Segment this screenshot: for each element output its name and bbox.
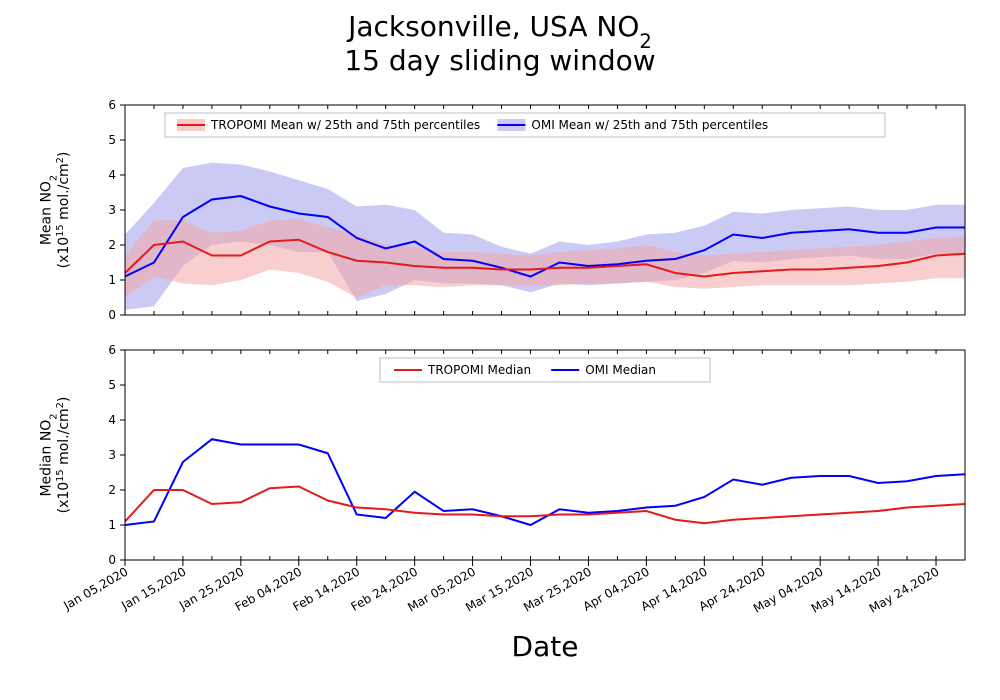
top-legend: TROPOMI Mean w/ 25th and 75th percentile… [165, 113, 885, 137]
x-tick-label: Jan 15,2020 [118, 564, 188, 613]
svg-text:TROPOMI Median: TROPOMI Median [427, 363, 531, 377]
svg-text:2: 2 [108, 483, 116, 497]
svg-text:TROPOMI Mean w/ 25th and 75th: TROPOMI Mean w/ 25th and 75th percentile… [210, 118, 480, 132]
top-panel [125, 163, 965, 310]
x-axis-label: Date [512, 630, 579, 663]
chart-svg: Jacksonville, USA NO215 day sliding wind… [0, 0, 1000, 700]
x-tick-label: Jan 05,2020 [60, 564, 130, 613]
top-ylabel: Mean NO2(x1015 mol./cm2) [38, 152, 72, 269]
svg-text:3: 3 [108, 203, 116, 217]
svg-text:0: 0 [108, 308, 116, 322]
svg-text:1: 1 [108, 518, 116, 532]
svg-text:2: 2 [108, 238, 116, 252]
svg-text:1: 1 [108, 273, 116, 287]
bottom-ylabel: Median NO2(x1015 mol./cm2) [38, 397, 72, 514]
svg-text:6: 6 [108, 98, 116, 112]
svg-text:6: 6 [108, 343, 116, 357]
bottom-panel [125, 439, 965, 525]
svg-text:OMI Median: OMI Median [585, 363, 656, 377]
svg-text:0: 0 [108, 553, 116, 567]
svg-text:3: 3 [108, 448, 116, 462]
svg-text:4: 4 [108, 168, 116, 182]
svg-text:5: 5 [108, 378, 116, 392]
svg-text:5: 5 [108, 133, 116, 147]
svg-text:OMI Mean w/ 25th and 75th perc: OMI Mean w/ 25th and 75th percentiles [531, 118, 768, 132]
chart-title-line2: 15 day sliding window [344, 44, 655, 77]
omi-median-line [125, 439, 965, 525]
svg-text:4: 4 [108, 413, 116, 427]
bottom-legend: TROPOMI Median OMI Median [380, 358, 710, 382]
figure: Jacksonville, USA NO215 day sliding wind… [0, 0, 1000, 700]
